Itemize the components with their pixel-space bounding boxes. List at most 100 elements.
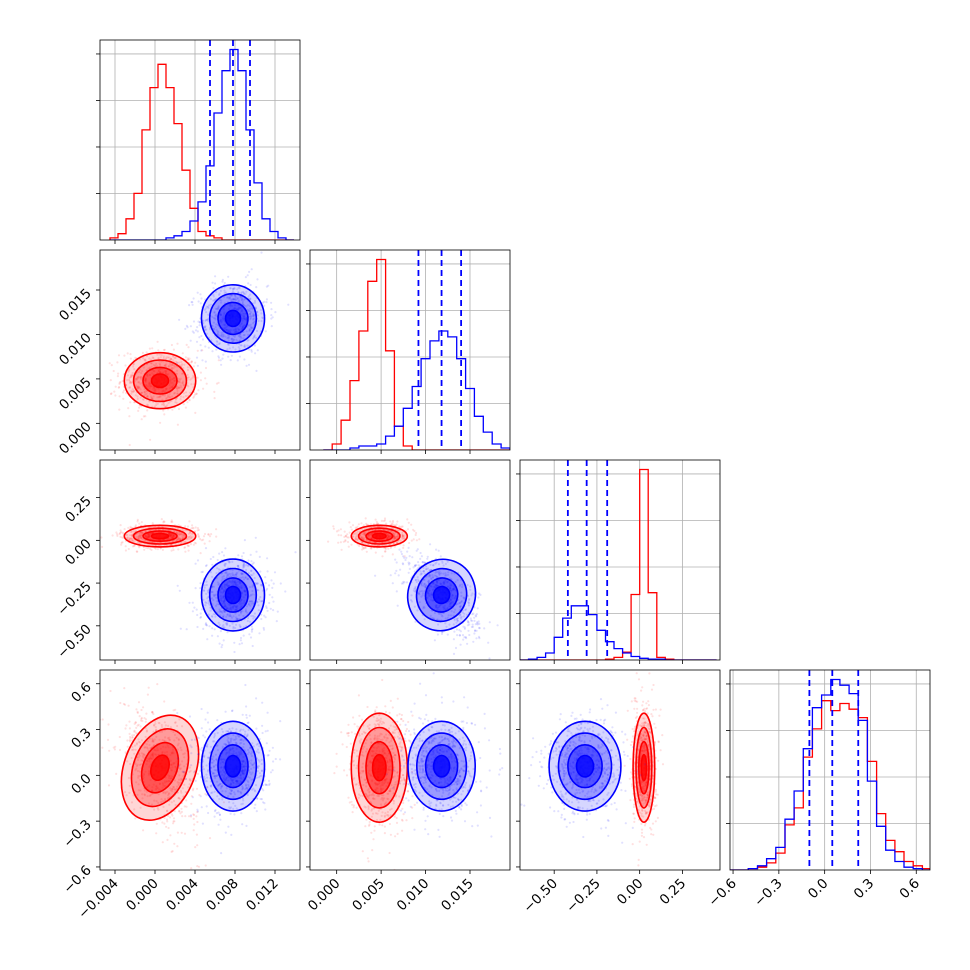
sample-point — [213, 790, 216, 793]
sample-point — [255, 727, 258, 730]
sample-point — [145, 389, 148, 392]
sample-point — [244, 292, 247, 295]
sample-point — [177, 538, 180, 541]
sample-point — [235, 330, 238, 333]
sample-point — [224, 547, 227, 550]
sample-point — [132, 365, 135, 368]
sample-point — [258, 772, 261, 775]
sample-point — [122, 397, 125, 400]
sample-point — [128, 369, 131, 372]
sample-point — [165, 780, 168, 783]
sample-point — [423, 572, 426, 575]
sample-point — [402, 546, 405, 550]
sample-point — [222, 602, 225, 605]
sample-point — [404, 558, 407, 562]
sample-point — [420, 590, 423, 593]
sample-point — [203, 589, 206, 592]
sample-point — [250, 628, 253, 631]
sample-point — [146, 535, 149, 538]
sample-point — [191, 301, 194, 304]
sample-point — [162, 790, 165, 794]
sample-point — [273, 571, 277, 574]
sample-point — [161, 821, 164, 824]
sample-point — [187, 358, 190, 361]
sample-point — [188, 520, 191, 523]
sample-point — [423, 606, 426, 609]
sample-point — [249, 307, 252, 311]
sample-point — [448, 623, 451, 626]
sample-point — [204, 325, 207, 328]
sample-point — [180, 372, 184, 375]
sample-point — [243, 345, 247, 348]
sample-point — [236, 297, 239, 301]
sample-point — [109, 689, 112, 693]
sample-point — [214, 753, 217, 756]
sample-point — [339, 541, 342, 544]
sample-point — [427, 594, 430, 597]
sample-point — [148, 382, 151, 385]
sample-point — [228, 603, 231, 607]
sample-point — [242, 290, 245, 294]
sample-point — [226, 337, 229, 340]
sample-point — [146, 547, 149, 550]
sample-point — [158, 782, 161, 786]
sample-point — [145, 369, 148, 372]
sample-point — [155, 787, 158, 790]
sample-point — [231, 287, 235, 290]
sample-point — [224, 571, 227, 574]
sample-point — [145, 790, 148, 794]
sample-point — [453, 586, 456, 589]
sample-point — [344, 539, 347, 542]
sample-point — [212, 317, 215, 320]
sample-point — [211, 315, 214, 318]
sample-point — [211, 575, 214, 579]
sample-point — [192, 527, 195, 530]
sample-point — [151, 522, 154, 525]
sample-point — [177, 407, 181, 411]
sample-point — [240, 584, 243, 588]
sample-point — [158, 782, 161, 785]
sample-point — [347, 545, 350, 548]
sample-point — [178, 764, 181, 768]
sample-point — [153, 744, 156, 747]
sample-point — [127, 704, 130, 707]
sample-point — [139, 536, 142, 539]
sample-point — [176, 744, 179, 747]
sample-point — [148, 532, 151, 535]
sample-point — [206, 786, 209, 789]
sample-point — [407, 521, 410, 524]
sample-point — [188, 304, 191, 307]
sample-point — [389, 520, 392, 523]
sample-point — [147, 533, 151, 536]
sample-point — [220, 766, 223, 769]
sample-point — [227, 339, 230, 342]
sample-point — [231, 572, 234, 575]
sample-point — [160, 798, 163, 801]
sample-point — [221, 643, 224, 647]
sample-point — [228, 575, 231, 578]
sample-point — [219, 610, 222, 613]
sample-point — [144, 534, 147, 537]
sample-point — [199, 379, 202, 382]
sample-point — [423, 618, 426, 621]
sample-point — [236, 607, 239, 610]
sample-point — [159, 368, 162, 371]
sample-point — [351, 524, 355, 527]
sample-point — [260, 319, 263, 323]
sample-point — [470, 625, 473, 629]
sample-point — [239, 306, 242, 309]
sample-point — [243, 590, 246, 593]
sample-point — [138, 381, 141, 384]
sample-point — [184, 790, 187, 794]
sample-point — [294, 551, 297, 554]
sample-point — [113, 390, 116, 393]
sample-point — [202, 387, 205, 390]
sample-point — [162, 521, 165, 524]
sample-point — [215, 774, 218, 778]
blue-contour — [217, 577, 249, 613]
sample-point — [365, 550, 368, 553]
sample-point — [400, 582, 403, 585]
sample-point — [337, 529, 340, 532]
sample-point — [245, 318, 248, 322]
sample-point — [426, 591, 429, 594]
